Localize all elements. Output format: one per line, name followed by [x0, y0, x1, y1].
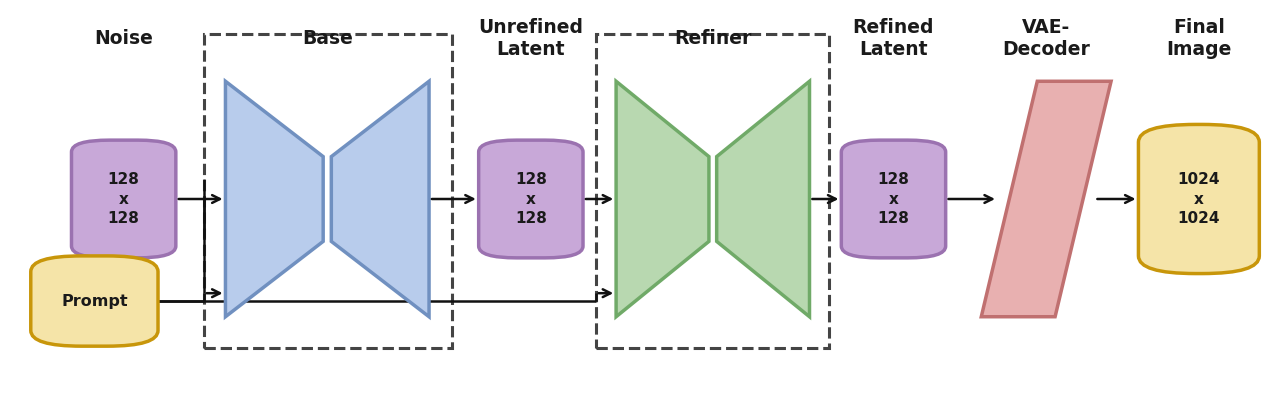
Text: Prompt: Prompt: [61, 294, 128, 308]
FancyBboxPatch shape: [479, 140, 583, 258]
FancyBboxPatch shape: [1139, 125, 1259, 273]
Text: Final
Image: Final Image: [1167, 18, 1232, 59]
Text: Unrefined
Latent: Unrefined Latent: [478, 18, 583, 59]
Text: Refined
Latent: Refined Latent: [852, 18, 934, 59]
Text: Noise: Noise: [95, 29, 153, 48]
Polygon shape: [331, 81, 429, 317]
Polygon shape: [225, 81, 323, 317]
FancyBboxPatch shape: [31, 256, 158, 346]
Text: 128
x
128: 128 x 128: [878, 172, 910, 226]
Text: Refiner: Refiner: [674, 29, 751, 48]
FancyBboxPatch shape: [72, 140, 176, 258]
Polygon shape: [616, 81, 709, 317]
Polygon shape: [717, 81, 809, 317]
Text: Base: Base: [302, 29, 353, 48]
Text: 1024
x
1024: 1024 x 1024: [1177, 172, 1220, 226]
FancyBboxPatch shape: [841, 140, 946, 258]
Text: 128
x
128: 128 x 128: [107, 172, 139, 226]
Polygon shape: [982, 81, 1111, 317]
Text: VAE-
Decoder: VAE- Decoder: [1002, 18, 1090, 59]
Text: 128
x
128: 128 x 128: [515, 172, 547, 226]
